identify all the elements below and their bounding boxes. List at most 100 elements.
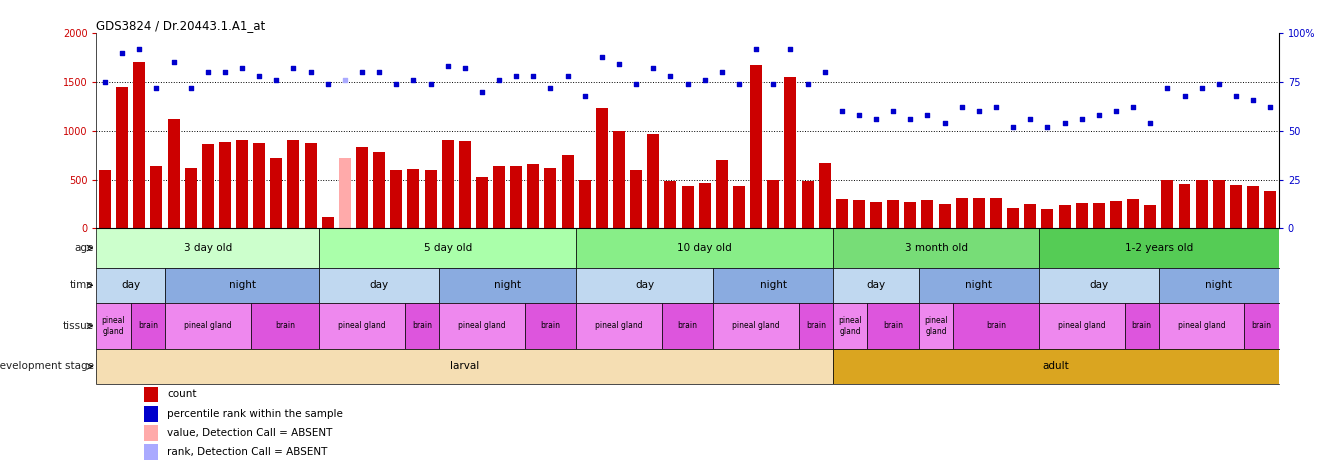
Text: day: day [866, 280, 885, 290]
Point [283, 64, 304, 72]
Bar [1039, 268, 1158, 303]
Bar [939, 204, 951, 228]
Bar [799, 303, 833, 349]
Point [1003, 123, 1024, 131]
Bar [956, 198, 968, 228]
Point [471, 88, 493, 95]
Point [951, 103, 972, 111]
Bar [1007, 208, 1019, 228]
Point [1139, 119, 1161, 127]
Bar [143, 406, 158, 422]
Text: brain: brain [138, 321, 158, 330]
Bar [1158, 268, 1279, 303]
Bar [319, 268, 439, 303]
Text: day: day [1089, 280, 1109, 290]
Point [335, 76, 356, 84]
Bar [578, 180, 590, 228]
Point [711, 68, 732, 76]
Bar [304, 144, 316, 228]
Bar [1039, 303, 1125, 349]
Text: tissue: tissue [63, 321, 94, 331]
Bar [1042, 209, 1054, 228]
Text: brain: brain [678, 321, 698, 330]
Bar [143, 387, 158, 402]
Bar [270, 158, 283, 228]
Text: time: time [70, 280, 94, 290]
Point [574, 92, 596, 100]
Bar [1125, 303, 1158, 349]
Text: 5 day old: 5 day old [423, 243, 471, 253]
Text: day: day [370, 280, 388, 290]
Bar [716, 160, 728, 228]
Point [678, 80, 699, 88]
Point [317, 80, 339, 88]
Bar [339, 158, 351, 228]
Bar [1093, 203, 1105, 228]
Text: rank, Detection Call = ABSENT: rank, Detection Call = ABSENT [167, 447, 328, 457]
Point [1157, 84, 1178, 91]
Bar [1039, 228, 1279, 268]
Point [94, 78, 115, 86]
Point [779, 45, 801, 53]
Point [214, 68, 236, 76]
Point [660, 73, 682, 80]
Bar [647, 134, 659, 228]
Point [300, 68, 321, 76]
Point [1208, 80, 1229, 88]
Text: development stage: development stage [0, 361, 94, 372]
Text: night: night [494, 280, 521, 290]
Text: pineal gland: pineal gland [339, 321, 386, 330]
Text: day: day [635, 280, 655, 290]
Point [1019, 115, 1040, 123]
Point [522, 73, 544, 80]
Text: pineal gland: pineal gland [1058, 321, 1106, 330]
Bar [853, 200, 865, 228]
Bar [576, 303, 661, 349]
Bar [1158, 303, 1244, 349]
Point [506, 73, 528, 80]
Bar [442, 139, 454, 228]
Point [625, 80, 647, 88]
Bar [596, 108, 608, 228]
Bar [714, 303, 799, 349]
Text: pineal gland: pineal gland [596, 321, 643, 330]
Point [1089, 111, 1110, 119]
Bar [664, 182, 676, 228]
Point [1243, 96, 1264, 103]
Point [1071, 115, 1093, 123]
Bar [407, 169, 419, 228]
Bar [165, 303, 250, 349]
Text: brain: brain [806, 321, 826, 330]
Point [797, 80, 818, 88]
Bar [424, 170, 437, 228]
Text: 10 day old: 10 day old [678, 243, 732, 253]
Bar [833, 349, 1279, 384]
Bar [134, 63, 145, 228]
Bar [165, 268, 319, 303]
Bar [802, 182, 814, 228]
Point [643, 64, 664, 72]
Bar [1059, 205, 1071, 228]
Point [249, 73, 270, 80]
Bar [1213, 180, 1225, 228]
Point [1105, 108, 1126, 115]
Bar [973, 198, 986, 228]
Point [403, 76, 424, 84]
Point [1225, 92, 1247, 100]
Bar [661, 303, 714, 349]
Point [489, 76, 510, 84]
Point [454, 64, 475, 72]
Bar [576, 268, 714, 303]
Bar [510, 166, 522, 228]
Bar [833, 228, 1039, 268]
Bar [699, 183, 711, 228]
Text: brain: brain [541, 321, 561, 330]
Text: brain: brain [986, 321, 1006, 330]
Point [933, 119, 955, 127]
Point [832, 108, 853, 115]
Point [197, 68, 218, 76]
Text: night: night [229, 280, 256, 290]
Bar [1247, 186, 1259, 228]
Bar [1178, 184, 1190, 228]
Bar [143, 425, 158, 441]
